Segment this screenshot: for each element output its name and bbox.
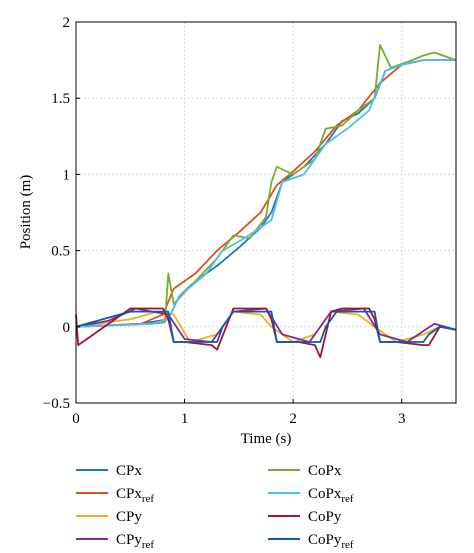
legend-label: CoPyref	[308, 532, 354, 551]
series-line-copyref	[75, 310, 457, 343]
plot-frame	[75, 21, 457, 404]
x-tick-label: 2	[289, 411, 297, 427]
legend-label: CoPxref	[308, 486, 354, 505]
legend-label: CPyref	[116, 532, 154, 551]
y-tick-label: 1.5	[51, 91, 70, 107]
legend: CPx CPxref CPy CPyref CoPx CoPxref CoPy CoPyref	[76, 463, 354, 551]
legend-label: CoPy	[308, 509, 342, 525]
y-tick-label: −0.5	[43, 396, 70, 412]
series-line-copxref	[75, 59, 456, 328]
x-tick-label: 0	[72, 411, 80, 427]
x-tick-label: 1	[181, 411, 189, 427]
y-axis-label: Position (m)	[18, 175, 34, 250]
x-tick-label: 3	[398, 411, 406, 427]
y-tick-label: 2	[63, 15, 71, 31]
y-tick-label: 1	[63, 167, 71, 183]
legend-label: CoPx	[308, 463, 342, 479]
y-tick-label: 0.5	[51, 244, 70, 260]
legend-label: CPxref	[116, 486, 154, 505]
legend-label: CPx	[116, 463, 142, 479]
x-axis-label: Time (s)	[241, 431, 292, 447]
series-line-cpxref	[75, 59, 456, 328]
y-tick-label: 0	[63, 320, 71, 336]
ticks: 0 1 2 3−0.500.511.52	[43, 15, 406, 427]
legend-label: CPy	[116, 509, 142, 525]
series-lines	[75, 44, 457, 359]
